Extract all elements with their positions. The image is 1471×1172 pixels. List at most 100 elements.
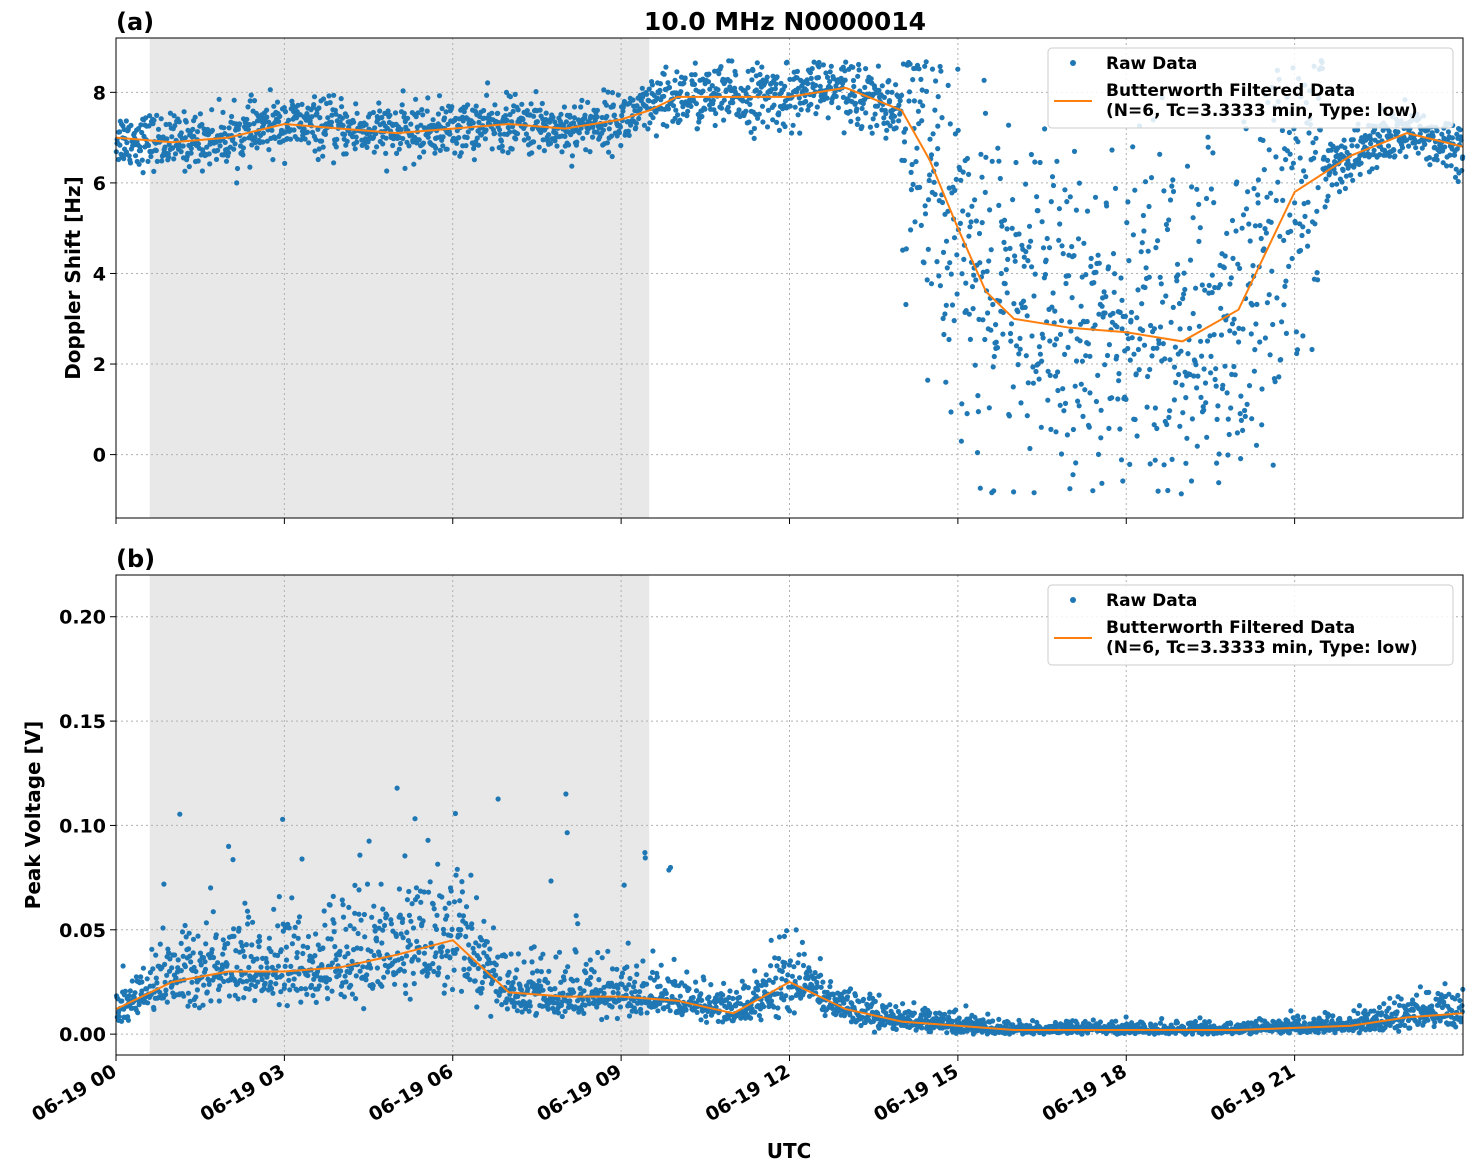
raw-point xyxy=(344,138,350,144)
raw-point xyxy=(874,103,881,109)
raw-point xyxy=(647,120,653,126)
raw-point xyxy=(1330,144,1336,150)
raw-point xyxy=(369,914,375,920)
raw-point xyxy=(720,1019,726,1025)
raw-point xyxy=(1080,413,1086,419)
raw-point xyxy=(933,161,939,167)
raw-point xyxy=(481,918,487,924)
raw-point xyxy=(1116,378,1122,384)
raw-point xyxy=(425,95,431,101)
raw-point xyxy=(626,982,632,988)
raw-point xyxy=(440,926,446,933)
raw-point xyxy=(1149,353,1155,359)
raw-point xyxy=(952,187,958,193)
raw-point xyxy=(726,109,732,115)
raw-point xyxy=(807,70,814,76)
raw-point xyxy=(231,933,237,939)
raw-point xyxy=(1024,313,1030,319)
raw-point xyxy=(1128,317,1134,323)
raw-point xyxy=(264,114,270,120)
raw-point xyxy=(139,988,145,994)
raw-point xyxy=(220,951,226,957)
raw-point xyxy=(956,1015,962,1021)
raw-point xyxy=(1035,208,1041,214)
raw-point xyxy=(594,107,601,113)
raw-point xyxy=(1231,363,1237,370)
raw-point xyxy=(223,158,230,164)
raw-point xyxy=(408,918,414,924)
raw-point xyxy=(363,122,369,128)
raw-point xyxy=(309,114,315,120)
raw-point xyxy=(921,260,927,266)
raw-point xyxy=(1058,318,1065,324)
raw-point xyxy=(332,107,338,113)
raw-point xyxy=(794,68,801,74)
raw-point xyxy=(1252,347,1258,353)
raw-point xyxy=(1433,153,1439,159)
raw-point xyxy=(1022,304,1028,310)
raw-point xyxy=(435,111,441,117)
raw-point xyxy=(251,121,257,127)
raw-point xyxy=(505,124,511,131)
raw-point xyxy=(414,938,420,945)
raw-point xyxy=(727,78,733,84)
raw-point xyxy=(927,1010,933,1016)
raw-point xyxy=(340,902,346,908)
raw-point xyxy=(447,955,453,961)
raw-point xyxy=(982,110,989,116)
raw-point xyxy=(1106,425,1112,431)
raw-point xyxy=(128,122,134,128)
raw-point xyxy=(1093,269,1099,275)
raw-point xyxy=(886,78,892,84)
raw-point xyxy=(801,951,807,957)
raw-point xyxy=(358,946,364,952)
raw-point xyxy=(328,936,334,942)
raw-point xyxy=(1097,1019,1103,1025)
raw-point xyxy=(637,989,643,995)
raw-point xyxy=(594,114,600,120)
raw-point xyxy=(1111,289,1117,295)
raw-point xyxy=(787,958,794,964)
raw-point xyxy=(182,168,188,174)
raw-point xyxy=(187,998,193,1005)
raw-point xyxy=(1288,1008,1294,1014)
raw-point xyxy=(1457,127,1463,133)
raw-point xyxy=(1141,342,1148,348)
raw-point xyxy=(254,145,260,151)
raw-point xyxy=(410,970,416,976)
raw-point xyxy=(348,982,354,988)
raw-point xyxy=(121,156,127,162)
raw-point xyxy=(703,1013,709,1019)
raw-point xyxy=(1067,486,1073,492)
raw-point xyxy=(1105,264,1112,270)
raw-point xyxy=(521,959,527,965)
raw-point xyxy=(377,108,383,114)
raw-point xyxy=(487,946,493,952)
raw-point xyxy=(203,941,209,947)
raw-point xyxy=(158,116,164,122)
raw-point xyxy=(402,165,408,171)
raw-point xyxy=(402,982,408,988)
raw-point xyxy=(569,153,576,159)
raw-point xyxy=(751,135,757,141)
raw-point xyxy=(787,103,793,109)
raw-point xyxy=(543,110,549,116)
raw-point xyxy=(876,87,882,93)
raw-point xyxy=(1142,284,1148,291)
raw-point xyxy=(541,148,548,154)
raw-point xyxy=(1177,326,1183,332)
raw-point xyxy=(963,308,969,314)
raw-point xyxy=(509,119,515,125)
raw-point xyxy=(193,994,199,1000)
raw-point xyxy=(1299,232,1305,239)
raw-point xyxy=(147,113,153,119)
raw-point xyxy=(759,103,766,109)
raw-point xyxy=(338,968,344,974)
raw-point xyxy=(546,968,552,974)
raw-point xyxy=(1025,258,1031,264)
raw-point xyxy=(813,111,819,117)
raw-point xyxy=(1204,338,1211,344)
raw-point xyxy=(842,989,848,995)
raw-point xyxy=(740,98,746,104)
raw-point xyxy=(1139,240,1145,246)
